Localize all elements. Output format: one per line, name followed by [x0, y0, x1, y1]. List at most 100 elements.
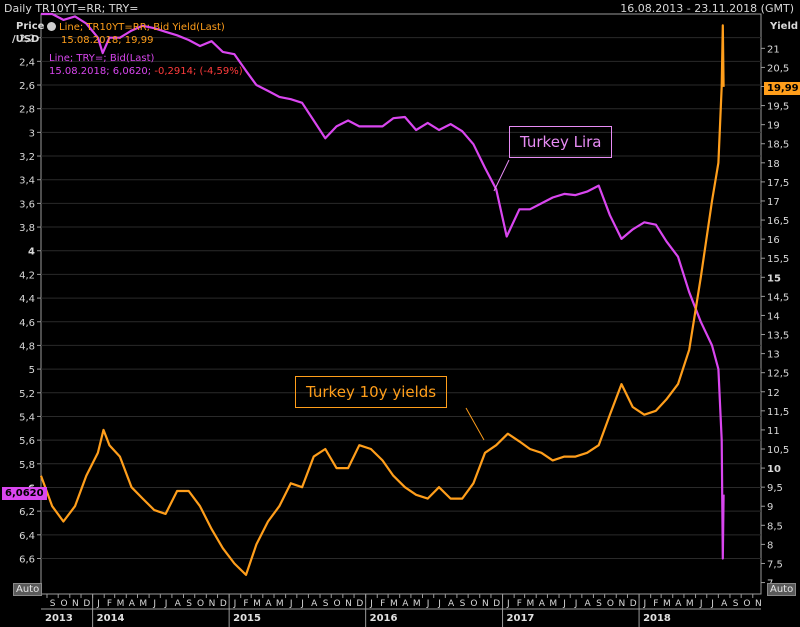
annotation-lira-connector: [493, 159, 510, 192]
x-month-label: S: [323, 599, 329, 609]
left-tick-label: 2,8: [19, 105, 35, 116]
x-month-label: J: [506, 599, 510, 609]
x-month-label: J: [164, 599, 168, 609]
x-month-label: S: [50, 599, 56, 609]
right-tick-label: 8,5: [767, 521, 783, 532]
legend-lira-value: 15.08.2018; 6,0620;: [49, 66, 155, 77]
left-axis-label-price: Price: [16, 21, 45, 32]
x-month-label: N: [72, 599, 79, 609]
x-month-label: N: [618, 599, 625, 609]
x-month-label: J: [152, 599, 156, 609]
x-month-label: M: [527, 599, 535, 609]
x-month-label: S: [460, 599, 466, 609]
left-tick-label: 5,6: [19, 436, 35, 447]
left-tick-label: 4,6: [19, 318, 35, 329]
x-month-label: S: [186, 599, 192, 609]
x-month-label: A: [402, 599, 409, 609]
left-tick-label: 5: [29, 365, 35, 376]
x-month-label: J: [562, 599, 566, 609]
left-tick-label: 4,4: [19, 294, 35, 305]
x-year-label: 2013: [45, 613, 73, 624]
x-month-label: J: [574, 599, 578, 609]
x-month-label: O: [333, 599, 340, 609]
right-tick-label: 11: [767, 426, 780, 437]
legend-yield-line2: 15.08.2018; 19,99: [61, 35, 154, 46]
left-tick-label: 4,8: [19, 341, 35, 352]
right-tick-label: 17,5: [767, 178, 789, 189]
x-month-label: J: [710, 599, 714, 609]
x-year-label: 2016: [370, 613, 398, 624]
x-month-label: D: [630, 599, 637, 609]
right-tick-label: 19: [767, 121, 780, 132]
x-month-label: N: [755, 599, 762, 609]
legend-gear-icon[interactable]: [47, 22, 56, 31]
chart-title: Daily TR10YT=RR; TRY=: [4, 2, 139, 15]
left-tick-label: 4: [28, 247, 35, 258]
auto-scale-right-button[interactable]: Auto: [767, 583, 797, 596]
x-month-label: D: [493, 599, 500, 609]
x-month-label: J: [426, 599, 430, 609]
x-month-label: A: [675, 599, 682, 609]
x-month-label: D: [356, 599, 363, 609]
left-tick-label: 2,2: [19, 34, 35, 45]
x-month-label: M: [390, 599, 398, 609]
right-tick-label: 7,5: [767, 559, 783, 570]
right-tick-label: 13,5: [767, 331, 789, 342]
left-tick-label: 5,2: [19, 389, 35, 400]
x-year-label: 2017: [507, 613, 535, 624]
x-month-label: M: [117, 599, 125, 609]
legend-lira-line2: 15.08.2018; 6,0620; -0,2914; (-4,59%): [49, 66, 243, 78]
right-tick-label: 9,5: [767, 483, 783, 494]
left-tick-label: 6,2: [19, 507, 35, 518]
x-month-label: M: [253, 599, 261, 609]
right-tick-label: 21: [767, 44, 780, 55]
left-tick-label: 2,6: [19, 81, 35, 92]
right-tick-label: 14: [767, 311, 780, 322]
x-month-label: F: [243, 599, 248, 609]
x-month-label: J: [643, 599, 647, 609]
right-tick-label: 10,5: [767, 445, 789, 456]
x-month-label: F: [653, 599, 658, 609]
auto-scale-left-button[interactable]: Auto: [13, 583, 43, 596]
left-axis-label-usd: /USD: [12, 34, 40, 45]
x-month-label: N: [482, 599, 489, 609]
right-tick-label: 12,5: [767, 369, 789, 380]
left-tick-label: 5,8: [19, 460, 35, 471]
right-tick-label: 15: [767, 273, 781, 284]
left-tick-label: 3,2: [19, 152, 35, 163]
annotation-yields-connector: [465, 407, 485, 441]
x-month-label: O: [743, 599, 750, 609]
x-year-label: 2015: [233, 613, 261, 624]
annotation-turkey-yields: Turkey 10y yields: [295, 376, 448, 408]
x-month-label: J: [233, 599, 237, 609]
x-month-label: F: [380, 599, 385, 609]
left-tick-label: 3,4: [19, 176, 35, 187]
series-line-lira: [41, 12, 725, 560]
left-tick-label: 6,4: [19, 531, 35, 542]
date-range: 16.08.2013 - 23.11.2018 (GMT): [620, 2, 794, 15]
x-month-label: M: [686, 599, 694, 609]
x-month-label: N: [345, 599, 352, 609]
x-month-label: J: [369, 599, 373, 609]
x-month-label: A: [721, 599, 728, 609]
x-month-label: S: [596, 599, 602, 609]
left-tick-label: 3,6: [19, 199, 35, 210]
series-line-yield: [39, 24, 725, 577]
right-tick-label: 18: [767, 159, 780, 170]
x-month-label: A: [539, 599, 546, 609]
left-tick-label: 4,2: [19, 270, 35, 281]
x-month-label: O: [607, 599, 614, 609]
legend-yield-name: Line; TR10YT=RR; Bid Yield(Last): [59, 22, 225, 33]
right-tick-label: 10: [767, 464, 781, 475]
x-month-label: M: [139, 599, 147, 609]
right-axis-label: Yield: [770, 21, 799, 32]
x-year-label: 2014: [97, 613, 125, 624]
x-month-label: M: [276, 599, 284, 609]
x-month-label: N: [209, 599, 216, 609]
right-tick-label: 13: [767, 350, 780, 361]
x-month-label: A: [448, 599, 455, 609]
x-month-label: A: [129, 599, 136, 609]
x-month-label: O: [470, 599, 477, 609]
